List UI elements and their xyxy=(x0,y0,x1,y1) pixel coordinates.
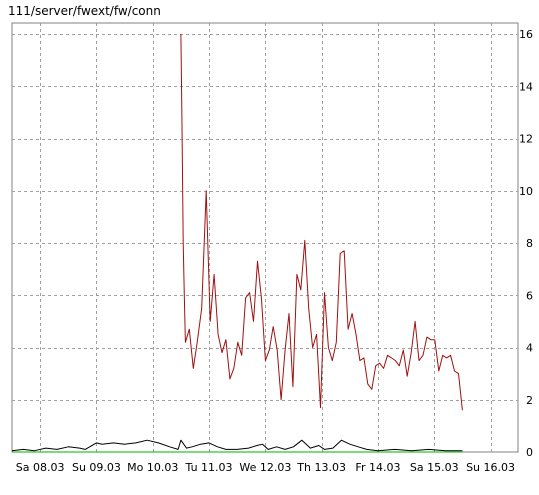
x-tick-label: Su 16.03 xyxy=(466,461,515,474)
x-tick-label: Su 09.03 xyxy=(72,461,121,474)
x-tick-label: Mo 10.03 xyxy=(127,461,178,474)
y-tick-label: 4 xyxy=(526,342,533,355)
x-tick-labels: Sa 08.03 Su 09.03 Mo 10.03 Tu 11.03 We 12.03… xyxy=(16,461,515,474)
x-tick-label: Sa 15.03 xyxy=(410,461,459,474)
x-tick-label: Sa 08.03 xyxy=(16,461,65,474)
y-tick-label: 0 xyxy=(526,446,533,459)
y-tick-label: 6 xyxy=(526,289,533,302)
y-tick-label: 2 xyxy=(526,394,533,407)
y-tick-label: 16 xyxy=(519,28,533,41)
x-tick-label: Th 13.03 xyxy=(296,461,346,474)
x-tick-label: Fr 14.03 xyxy=(355,461,400,474)
y-tick-label: 12 xyxy=(519,133,533,146)
y-tick-label: 14 xyxy=(519,80,533,93)
x-tick-label: We 12.03 xyxy=(239,461,291,474)
series-line-2 xyxy=(11,439,463,452)
series-line-1 xyxy=(180,33,463,411)
y-tick-label: 10 xyxy=(519,185,533,198)
y-tick-labels: 0 2 4 6 8 10 12 14 16 xyxy=(519,28,533,459)
plot-frame xyxy=(11,22,519,453)
grid xyxy=(12,23,518,452)
chart-title: 111/server/fwext/fw/conn xyxy=(8,4,161,18)
x-tick-label: Tu 11.03 xyxy=(185,461,233,474)
series-group xyxy=(11,33,463,453)
y-tick-label: 8 xyxy=(526,237,533,250)
